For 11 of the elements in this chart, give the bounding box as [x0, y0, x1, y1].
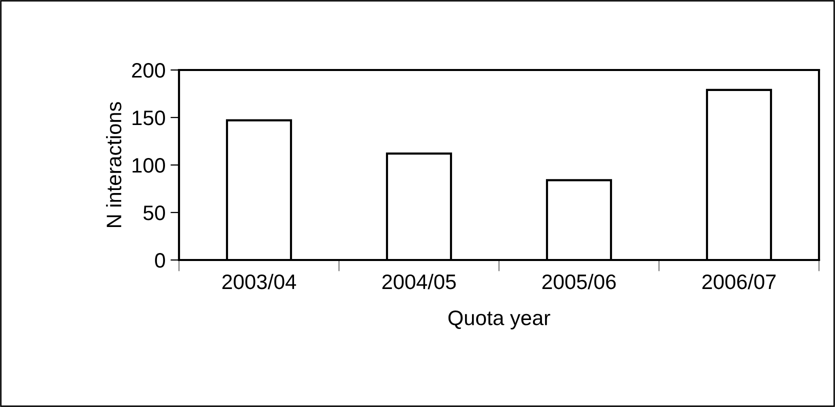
y-axis-title: N interactions [106, 102, 122, 227]
x-axis-title: Quota year [448, 310, 550, 330]
y-tick-label: 150 [132, 110, 165, 126]
y-tick-label: 200 [132, 63, 165, 78]
x-tick-label: 2004/05 [382, 274, 456, 290]
x-tick-label: 2006/07 [702, 274, 776, 290]
x-tick-label: 2005/06 [542, 274, 616, 290]
x-tick-label: 2003/04 [222, 274, 296, 290]
y-tick-label: 50 [143, 206, 165, 220]
y-tick-label: 100 [132, 158, 165, 173]
y-tick-label: 0 [155, 253, 165, 268]
